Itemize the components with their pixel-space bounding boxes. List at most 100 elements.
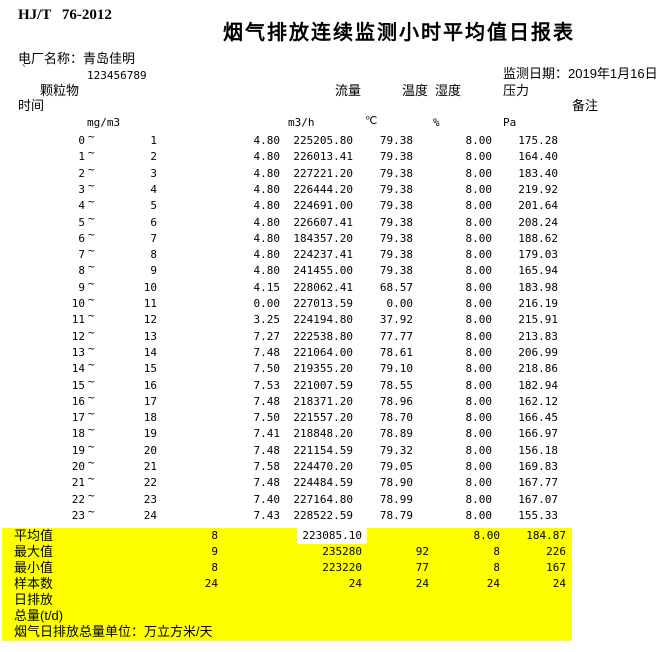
hour-end: 20 <box>143 443 157 457</box>
unit-dust: mg/m3 <box>87 116 121 129</box>
dust-value: 4.80 <box>253 150 281 164</box>
summary-label-daily-emission: 日排放 <box>14 592 54 607</box>
col-header-flow: 流量 <box>335 83 362 98</box>
dust-value: 7.48 <box>253 394 281 408</box>
min-temp-value: 77 <box>415 561 429 574</box>
dust-value: 4.15 <box>253 280 281 294</box>
pressure-value: 216.19 <box>518 297 558 310</box>
col-header-dust: 颗粒物 <box>40 83 80 98</box>
temp-value: 0.00 <box>386 297 414 310</box>
average-humidity-value: 8.00 <box>473 529 501 542</box>
unit-humidity: % <box>433 116 440 129</box>
hour-end: 16 <box>143 378 157 392</box>
tilde-separator: ~ <box>88 407 95 421</box>
hour-start: 17 <box>71 411 85 425</box>
pressure-value: 213.83 <box>518 329 558 343</box>
hour-start: 7 <box>78 248 85 262</box>
hour-row: 12 ~13 7.27 222538.80 77.77 8.00 213.83 <box>0 326 671 345</box>
col-header-remark: 备注 <box>572 98 599 113</box>
temp-value: 78.55 <box>379 378 413 392</box>
dust-value: 0.00 <box>253 297 281 310</box>
humidity-value: 8.00 <box>465 199 493 213</box>
pressure-value: 155.33 <box>518 508 558 522</box>
summary-label-min: 最小值 <box>14 560 54 575</box>
samples-humidity-value: 24 <box>486 577 500 590</box>
flow-value: 225205.80 <box>293 134 353 147</box>
hour-row: 6 ~7 4.80 184357.20 79.38 8.00 188.62 <box>0 228 671 247</box>
humidity-value: 8.00 <box>465 134 493 147</box>
summary-label-total: 总量(t/d) <box>14 608 64 623</box>
hour-row: 14 ~15 7.50 219355.20 79.10 8.00 218.86 <box>0 358 671 377</box>
hour-end: 9 <box>150 264 157 278</box>
humidity-value: 8.00 <box>465 166 493 180</box>
summary-block: 平均值 8 223085.10 8.00 184.87 最大值 9 235280… <box>0 528 671 641</box>
tilde-separator: ~ <box>88 423 95 437</box>
hour-row: 16 ~17 7.48 218371.20 78.96 8.00 162.12 <box>0 391 671 410</box>
monitor-date-label: 监测日期：2019年1月16日 <box>503 66 658 81</box>
hour-start: 14 <box>71 362 85 376</box>
tilde-separator: ~ <box>88 293 95 306</box>
summary-row-min: 最小值 8 223220 77 8 167 <box>0 560 671 576</box>
temp-value: 79.32 <box>379 443 413 457</box>
dust-value: 4.80 <box>253 199 281 213</box>
humidity-value: 8.00 <box>465 508 493 522</box>
dust-value: 4.80 <box>253 215 281 229</box>
hour-row: 13 ~14 7.48 221064.00 78.61 8.00 206.99 <box>0 342 671 361</box>
hour-end: 1 <box>150 134 157 147</box>
pressure-value: 215.91 <box>518 313 558 327</box>
hour-end: 7 <box>150 231 157 245</box>
hour-start: 9 <box>78 280 85 294</box>
pressure-value: 169.83 <box>518 460 558 473</box>
hour-end: 4 <box>150 182 157 196</box>
temp-value: 78.96 <box>379 394 413 408</box>
min-flow-value: 223220 <box>322 561 362 574</box>
hour-end: 21 <box>143 460 157 473</box>
hour-start: 3 <box>78 182 85 196</box>
temp-value: 78.70 <box>379 411 413 425</box>
flow-value: 221064.00 <box>293 345 353 359</box>
pressure-value: 188.62 <box>518 231 558 245</box>
pressure-value: 166.97 <box>518 427 558 441</box>
hour-end: 3 <box>150 166 157 180</box>
plant-code: 123456789 <box>87 69 147 82</box>
hour-end: 6 <box>150 215 157 229</box>
hour-row: 9 ~10 4.15 228062.41 68.57 8.00 183.98 <box>0 277 671 296</box>
dust-value: 7.40 <box>253 492 281 506</box>
hour-row: 20 ~21 7.58 224470.20 79.05 8.00 169.83 <box>0 456 671 475</box>
max-pressure-value: 226 <box>546 545 566 558</box>
hour-start: 10 <box>71 297 85 310</box>
humidity-value: 8.00 <box>465 231 493 245</box>
flow-value: 227013.59 <box>293 297 353 310</box>
pressure-value: 218.86 <box>518 362 558 376</box>
dust-value: 7.58 <box>253 460 281 473</box>
temp-value: 79.38 <box>379 264 413 278</box>
flow-value: 224470.20 <box>293 460 353 473</box>
dust-value: 3.25 <box>253 313 281 327</box>
standard-code: HJ/T 76-2012 <box>18 7 112 23</box>
tilde-separator: ~ <box>88 227 95 241</box>
min-pressure-value: 167 <box>546 561 566 574</box>
tilde-separator: ~ <box>88 325 95 339</box>
summary-label-samples: 样本数 <box>14 576 54 591</box>
hour-start: 8 <box>78 264 85 278</box>
tilde-separator: ~ <box>88 178 95 192</box>
flow-value: 226013.41 <box>293 150 353 164</box>
pressure-value: 164.40 <box>518 150 558 164</box>
hour-row: 15 ~16 7.53 221007.59 78.55 8.00 182.94 <box>0 375 671 394</box>
dust-value: 7.50 <box>253 411 281 425</box>
summary-row-daily-emission: 日排放 <box>0 592 671 608</box>
pressure-value: 162.12 <box>518 394 558 408</box>
max-flow-value: 235280 <box>322 545 362 558</box>
hour-start: 16 <box>71 394 85 408</box>
hour-row: 18 ~19 7.41 218848.20 78.89 8.00 166.97 <box>0 423 671 442</box>
hour-row: 10 ~11 0.00 227013.59 0.00 8.00 216.19 <box>0 293 671 312</box>
summary-row-max: 最大值 9 235280 92 8 226 <box>0 544 671 560</box>
tilde-separator: ~ <box>88 341 95 355</box>
max-humidity-value: 8 <box>493 545 500 558</box>
tilde-separator: ~ <box>88 390 95 404</box>
summary-label-max: 最大值 <box>14 544 54 559</box>
dust-value: 4.80 <box>253 264 281 278</box>
average-flow-value: 223085.10 <box>297 528 367 544</box>
average-pressure-value: 184.87 <box>526 529 566 542</box>
pressure-value: 201.64 <box>518 199 558 213</box>
